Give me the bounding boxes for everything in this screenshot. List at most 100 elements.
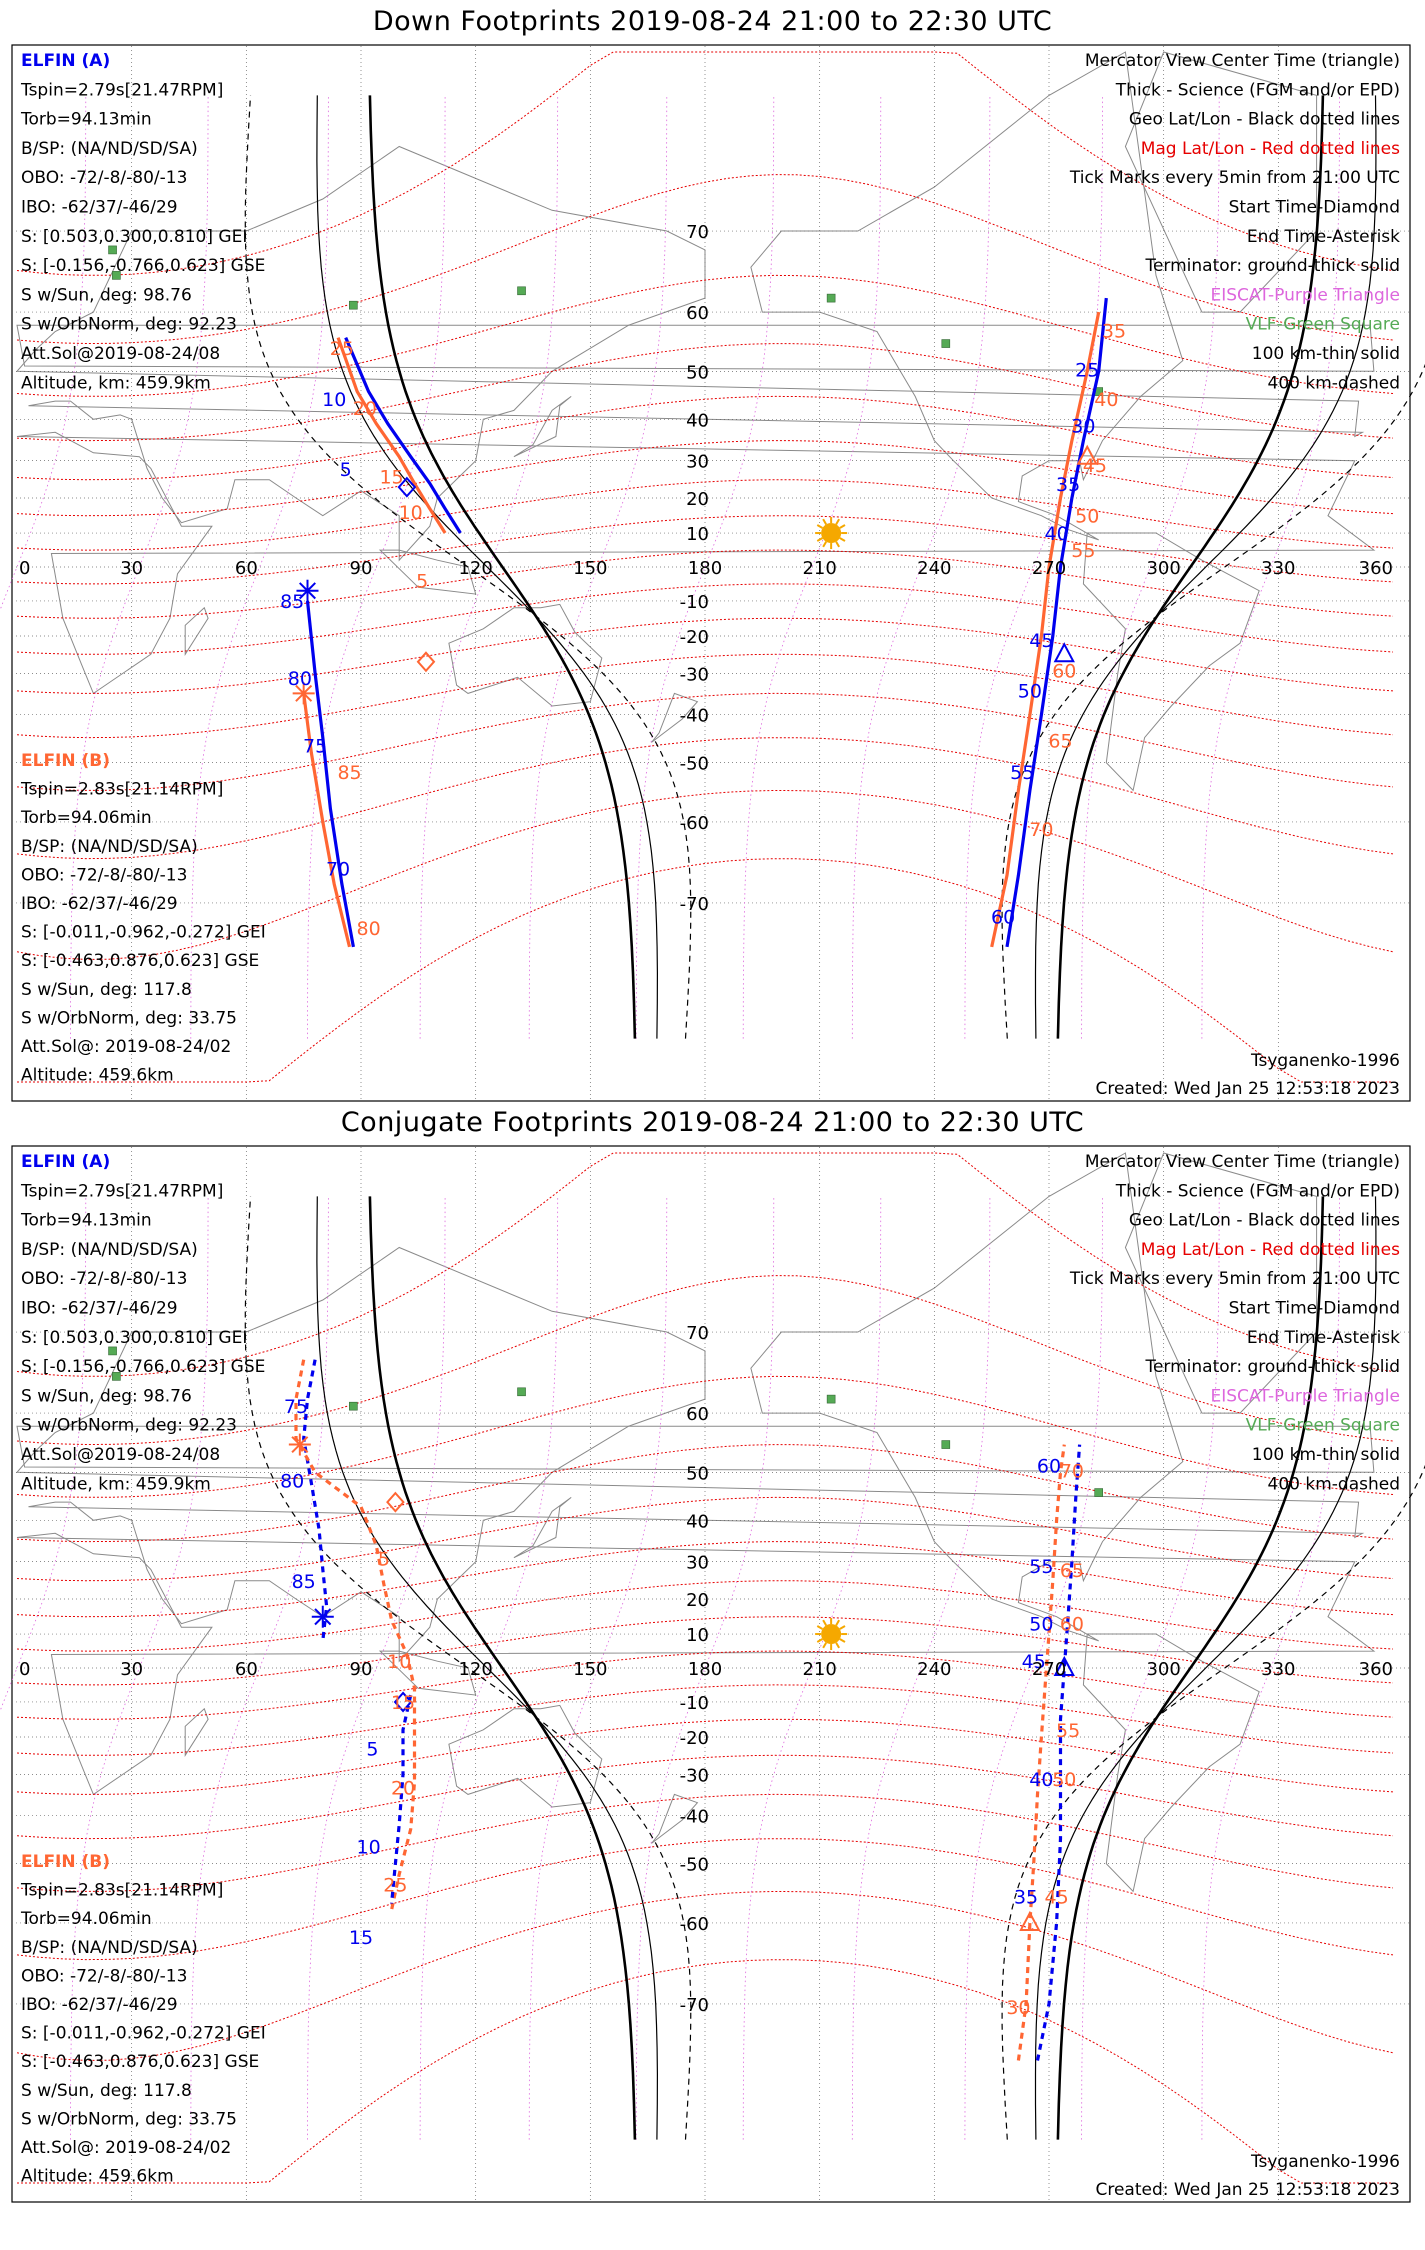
- lat-tick-label: 40: [686, 410, 709, 431]
- legend-entry: Geo Lat/Lon - Black dotted lines: [1129, 1211, 1400, 1231]
- tick-label-14: 25: [1075, 360, 1099, 382]
- sun-icon: [815, 1618, 848, 1651]
- vlf-site-6: [1094, 1488, 1103, 1497]
- legend-entry: Mercator View Center Time (triangle): [1085, 1152, 1400, 1172]
- lon-tick-label: 300: [1146, 558, 1180, 579]
- sc-a-name: ELFIN (A): [21, 51, 110, 71]
- lon-tick-label: 120: [458, 1659, 492, 1680]
- lon-tick-label: 240: [917, 558, 951, 579]
- mag-parallel: [16, 1616, 1394, 1686]
- mag-meridian: [307, 1196, 446, 2140]
- lat-tick-label: -30: [680, 1765, 709, 1786]
- tick-label-18: 35: [1056, 474, 1080, 496]
- lon-tick-label: 150: [573, 1659, 607, 1680]
- mag-meridian: [1081, 1196, 1220, 2140]
- tick-label-5: 10: [399, 502, 423, 524]
- mag-parallel: [16, 1650, 1394, 1720]
- tick-label-9: 25: [383, 1874, 407, 1896]
- lon-tick-label: 60: [235, 1659, 258, 1680]
- sc-b-name: ELFIN (B): [21, 751, 110, 771]
- map-frame: [11, 1145, 1411, 2203]
- sc-b-info: Att.Sol@: 2019-08-24/02: [21, 2138, 231, 2158]
- lon-tick-label: 30: [120, 1659, 143, 1680]
- mag-meridian: [70, 1196, 209, 2140]
- sc-b-info: S w/Sun, deg: 117.8: [21, 2081, 192, 2101]
- lon-tick-label: 180: [688, 558, 722, 579]
- tick-label-4: 15: [379, 466, 403, 488]
- start-diamond-0: [397, 476, 417, 498]
- legend-entry: VLF-Green Square: [1246, 1416, 1400, 1436]
- terminator-ground-east: [1056, 95, 1325, 1039]
- sc-a-info: Tspin=2.79s[21.47RPM]: [20, 1181, 223, 1201]
- vlf-site-5: [941, 339, 951, 348]
- tick-label-27: 70: [1029, 819, 1053, 841]
- lon-tick-label: 30: [120, 558, 143, 579]
- lat-tick-label: 30: [686, 452, 709, 473]
- tick-label-8: 10: [357, 1836, 381, 1858]
- start-diamond-1: [416, 651, 436, 673]
- lat-tick-label: 50: [686, 1463, 709, 1484]
- coastline-10: [184, 606, 209, 657]
- coastline-8: [16, 324, 1375, 372]
- tick-label-22: 45: [1045, 1887, 1069, 1909]
- sc-b-info: Att.Sol@: 2019-08-24/02: [21, 1037, 231, 1057]
- terminator-400km-east: [1001, 363, 1425, 1039]
- lat-tick-label: -50: [680, 1855, 709, 1876]
- coastline-8: [16, 1425, 1375, 1473]
- tick-label-19: 40: [1029, 1769, 1053, 1791]
- legend-entry: 100 km-thin solid: [1252, 344, 1400, 364]
- mag-parallel: [16, 1152, 1394, 1377]
- footprint-track-1: [336, 337, 447, 534]
- lat-tick-label: 20: [686, 1590, 709, 1611]
- sc-b-info: OBO: -72/-8/-80/-13: [21, 865, 187, 885]
- sc-b-info: Torb=94.06min: [20, 1909, 152, 1929]
- legend-entry: Thick - Science (FGM and/or EPD): [1115, 80, 1400, 100]
- legend-entry: Terminator: ground-thick solid: [1144, 1357, 1400, 1377]
- start-diamond-0: [386, 1491, 405, 1513]
- sc-a-info: Att.Sol@2019-08-24/08: [21, 1445, 220, 1465]
- lat-tick-label: 40: [686, 1511, 709, 1532]
- footprint-track-4: [1005, 297, 1108, 948]
- tick-label-25: 65: [1048, 730, 1072, 752]
- coastline-10: [184, 1707, 209, 1758]
- mag-parallel: [17, 1959, 1393, 2184]
- sc-a-info: OBO: -72/-8/-80/-13: [21, 168, 187, 188]
- mag-parallel: [16, 51, 1394, 276]
- tick-label-20: 50: [1052, 1769, 1076, 1791]
- end-asterisk-2: [296, 579, 319, 602]
- legend-entry: Mercator View Center Time (triangle): [1085, 51, 1400, 71]
- legend-entry: Thick - Science (FGM and/or EPD): [1115, 1181, 1400, 1201]
- model-name: Tsyganenko-1996: [1250, 2152, 1400, 2172]
- lat-tick-label: -10: [680, 1693, 709, 1714]
- sc-a-info: Torb=94.13min: [20, 1211, 152, 1231]
- sc-b-info: Altitude: 459.6km: [21, 1066, 174, 1086]
- lat-tick-label: 70: [686, 1323, 709, 1344]
- tick-label-22: 45: [1029, 630, 1053, 652]
- mag-parallel: [16, 343, 1394, 442]
- mag-parallel: [16, 1375, 1394, 1498]
- lat-tick-label: -70: [680, 894, 709, 915]
- coastline-4: [448, 1704, 603, 1808]
- sc-a-info: Tspin=2.79s[21.47RPM]: [20, 80, 223, 100]
- mag-meridian: [964, 1196, 1103, 2140]
- mag-parallel: [16, 1444, 1394, 1543]
- sc-a-info: OBO: -72/-8/-80/-13: [21, 1269, 187, 1289]
- lon-tick-label: 0: [19, 558, 30, 579]
- sc-a-info: Altitude, km: 459.9km: [21, 1474, 211, 1494]
- tick-label-19: 50: [1075, 506, 1099, 528]
- footprint-track-2: [305, 600, 355, 948]
- legend-entry: End Time-Asterisk: [1247, 1328, 1400, 1348]
- tick-label-18: 55: [1056, 1720, 1080, 1742]
- mag-parallel: [16, 395, 1394, 481]
- vlf-site-4: [826, 1394, 836, 1404]
- mag-parallel: [16, 737, 1394, 860]
- tick-label-12: 80: [357, 918, 381, 940]
- tick-label-23: 60: [1052, 660, 1076, 682]
- footprint-track-2: [390, 1694, 413, 1904]
- start-diamond-1: [393, 1691, 413, 1713]
- lat-tick-label: -40: [680, 1807, 709, 1828]
- tick-label-12: 70: [1060, 1461, 1084, 1483]
- sc-a-info: S: [-0.156,-0.766,0.623] GSE: [21, 256, 265, 276]
- mag-meridian: [419, 95, 559, 1039]
- mag-meridian: [419, 1196, 559, 2140]
